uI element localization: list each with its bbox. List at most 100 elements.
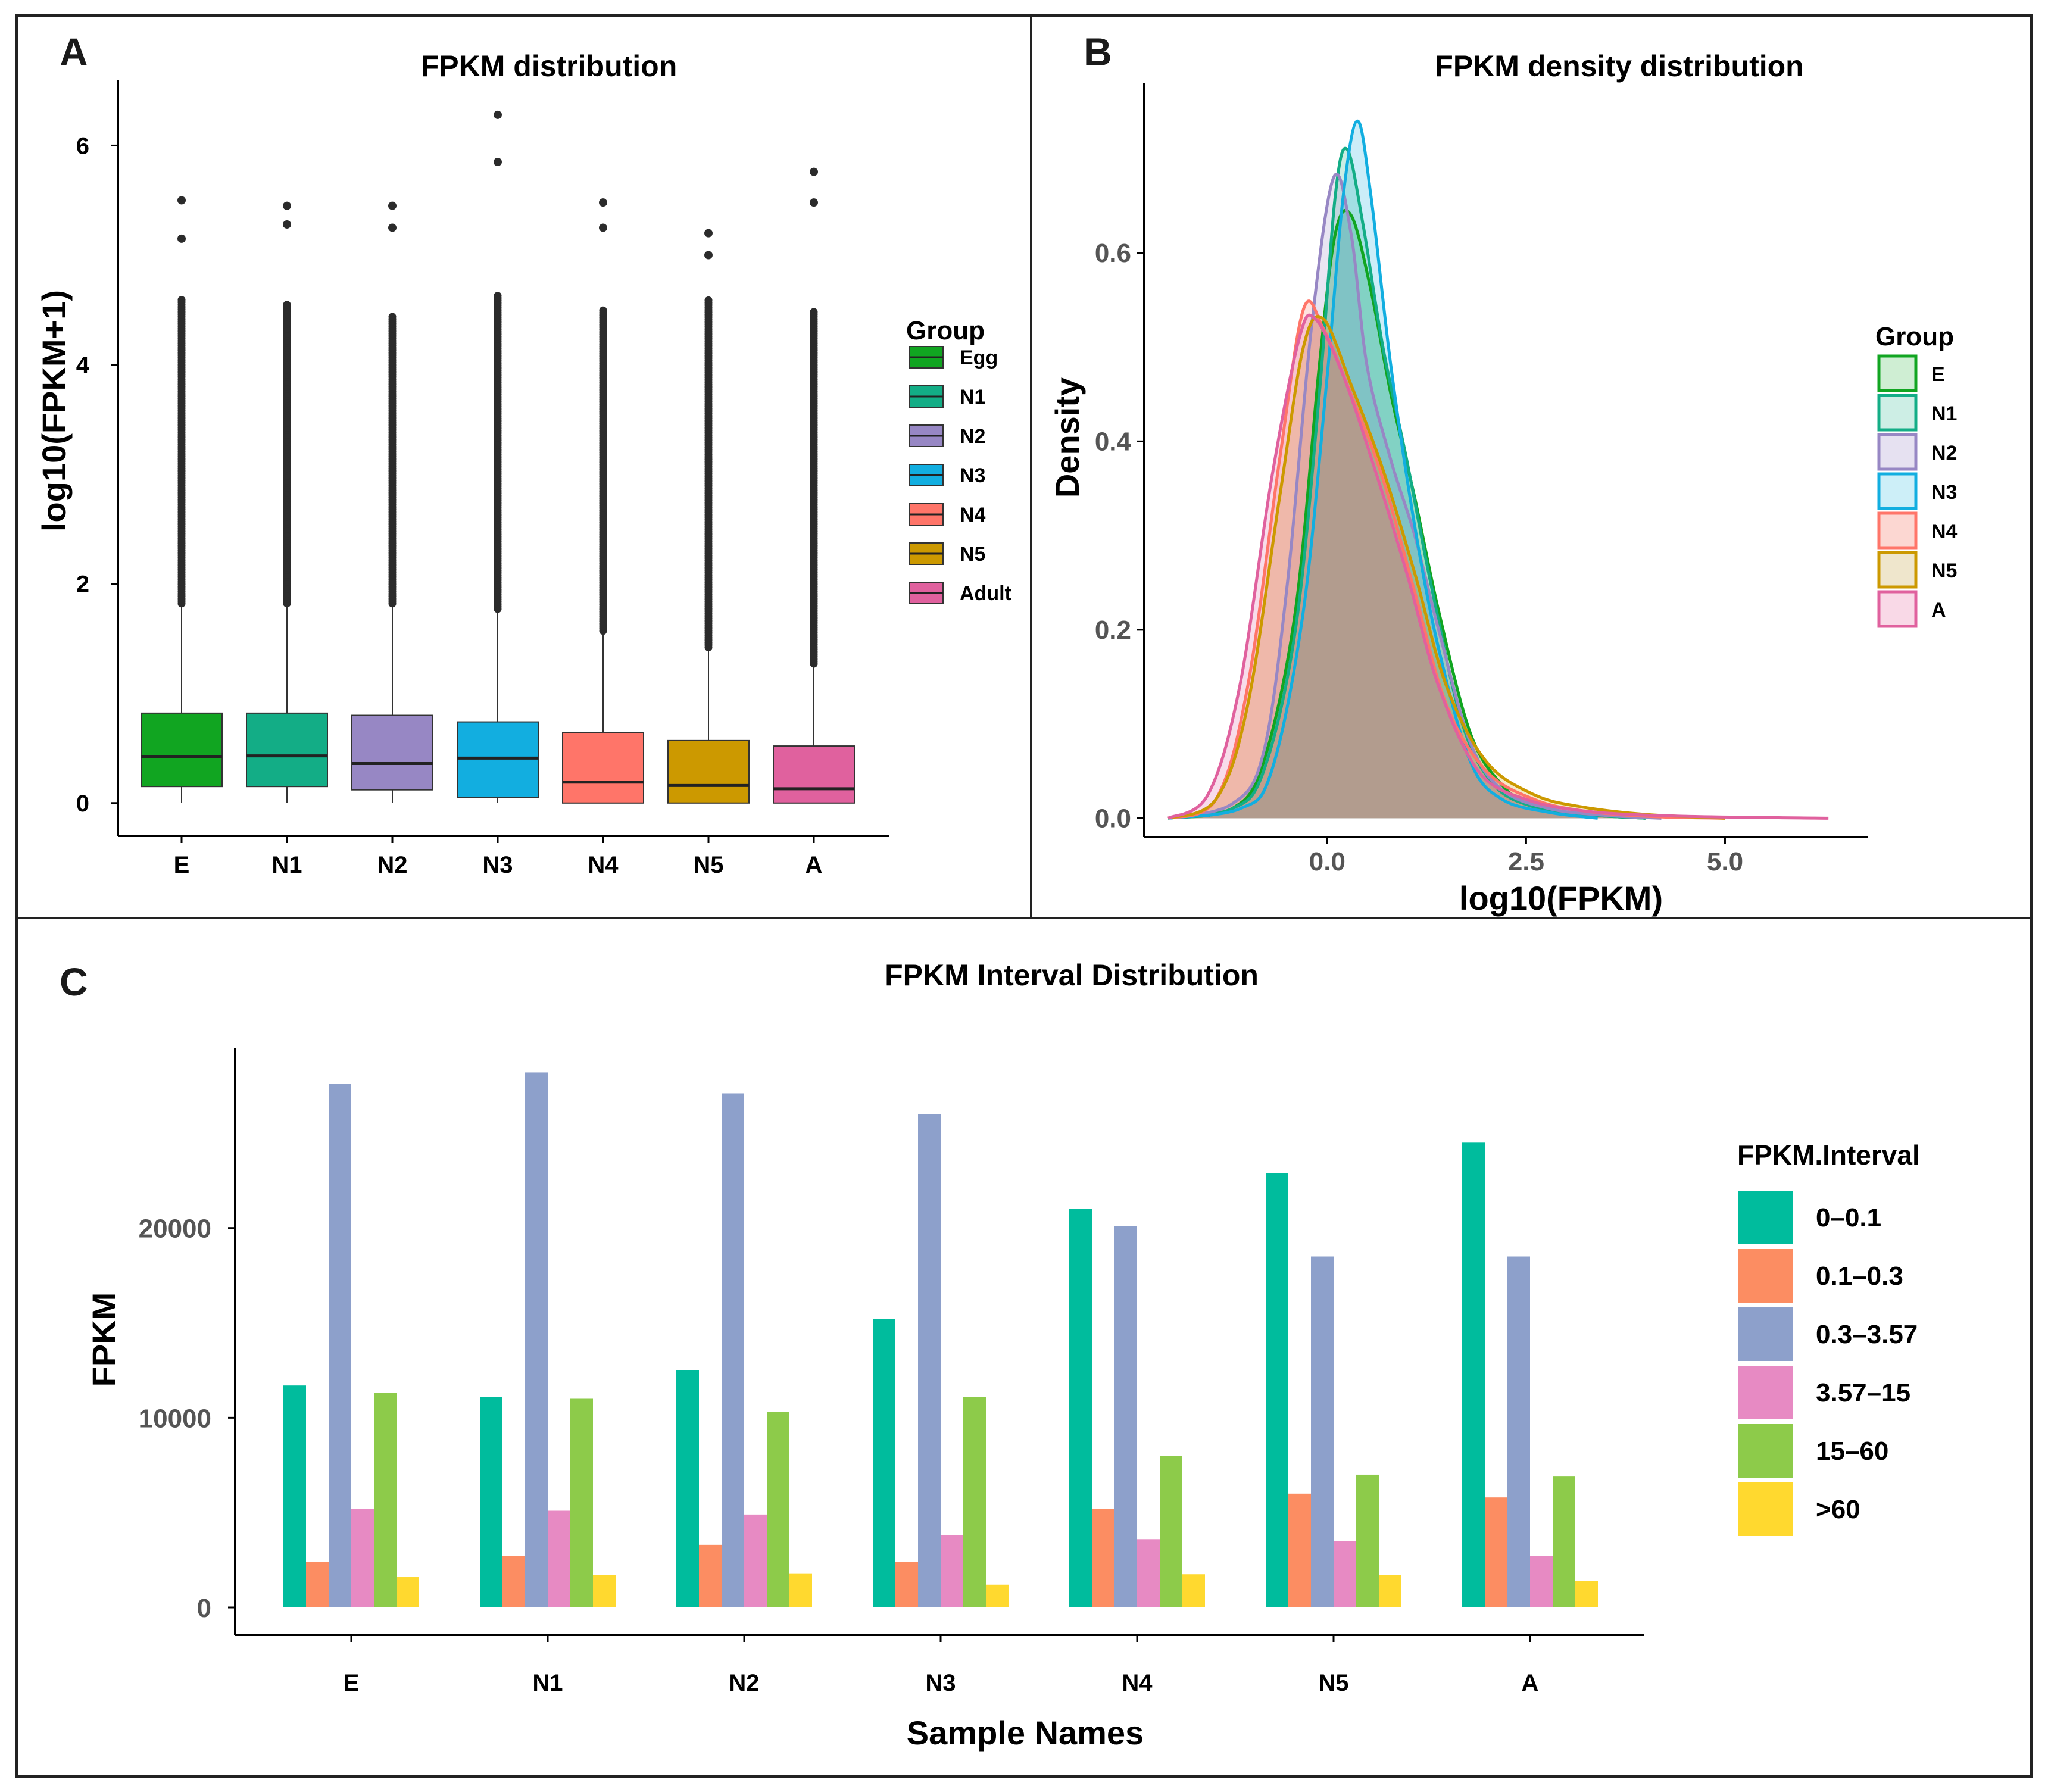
panel-a-outlier-point [494, 110, 502, 119]
panel-a-legend-label: Adult [960, 582, 1011, 605]
panel-c-bar [548, 1510, 570, 1607]
panel-a-box [457, 721, 539, 798]
panel-c-legend-label: >60 [1816, 1495, 1860, 1524]
panel-c-legend-title: FPKM.Interval [1737, 1139, 1920, 1170]
panel-a-y-tick-label: 4 [76, 352, 90, 379]
panel-c-bar-chart: FPKM Interval Distribution FPKM Sample N… [85, 959, 1920, 1752]
panel-c-frame [15, 917, 2033, 1778]
panel-a-x-tick-label: E [174, 852, 190, 878]
panel-c-legend-label: 15–60 [1816, 1437, 1888, 1466]
panel-a-box [141, 712, 223, 788]
panel-b-legend-title: Group [1875, 322, 1954, 351]
panel-c-y-tick-label: 10000 [139, 1404, 211, 1433]
panel-c-bar [1114, 1226, 1137, 1607]
panel-b-legend-key [1877, 394, 1918, 432]
panel-b-legend-key [1877, 354, 1918, 392]
panel-c-x-tick-label: E [344, 1670, 360, 1696]
panel-b-legend-label: N2 [1931, 442, 1957, 464]
panel-c-bar [1485, 1497, 1507, 1607]
panel-c-bar [963, 1397, 986, 1607]
panel-c-y-ticks: 0 10000 20000 [139, 1215, 235, 1623]
panel-a-legend-title: Group [906, 316, 985, 345]
panel-a-outlier-point [599, 223, 607, 232]
panel-a-outliers [388, 201, 397, 608]
panel-a-y-axis-title: log10(FPKM+1) [35, 290, 73, 532]
panel-a-x-tick-label: N3 [482, 852, 513, 878]
panel-c-bar [1092, 1509, 1114, 1607]
panel-a-outlier-point [599, 306, 607, 314]
panel-c-bar [1182, 1574, 1205, 1607]
panel-b-legend-label: N4 [1931, 520, 1958, 543]
panel-c-bar [593, 1575, 616, 1607]
panel-c-bar [699, 1544, 722, 1607]
panel-c-bar [918, 1114, 941, 1607]
panel-c-legend-key [1738, 1249, 1793, 1303]
panel-c-x-tick-label: A [1522, 1670, 1539, 1696]
panel-b-x-ticks: 0.0 2.5 5.0 [1309, 837, 1743, 876]
panel-b-legend-key [1877, 551, 1918, 589]
panel-c-legend-key [1738, 1424, 1793, 1478]
panel-c-x-tick-label: N4 [1122, 1670, 1153, 1696]
panel-c-bars [283, 1072, 1598, 1607]
panel-c-legend-label: 0.3–3.57 [1816, 1320, 1918, 1349]
panel-b-legend-key [1877, 511, 1918, 550]
panel-c-x-axis-title: Sample Names [907, 1714, 1144, 1752]
panel-a-outliers [599, 198, 607, 635]
panel-b-y-axis-title: Density [1048, 377, 1086, 498]
panel-b-density-area [1168, 316, 1725, 819]
panel-a-x-tick-label: N4 [588, 852, 619, 878]
panel-a-legend-label: N1 [960, 386, 985, 408]
panel-c-x-tick-label: N5 [1318, 1670, 1348, 1696]
panel-a-outliers [810, 167, 818, 668]
panel-c-bar [789, 1573, 812, 1607]
panel-a-outlier-point [494, 292, 502, 300]
panel-a-y-tick-label: 2 [76, 572, 89, 598]
panel-a-legend: Egg N1 N2 N3 N4 N5 Adult [909, 346, 1011, 605]
panel-c-bar [397, 1577, 419, 1607]
panel-a-x-tick-label: N1 [271, 852, 302, 878]
panel-a-outlier-point [283, 201, 291, 210]
panel-c-bar [986, 1584, 1009, 1607]
panel-a-box [562, 732, 644, 804]
panel-c-bar [895, 1562, 918, 1607]
panel-c-bar [1137, 1539, 1160, 1607]
panel-b-legend-key [1877, 590, 1918, 628]
panel-c-bar [1069, 1209, 1092, 1607]
panel-a-outlier-point [599, 198, 607, 207]
panel-a-outlier-point [704, 296, 713, 304]
panel-letter-a: A [60, 30, 88, 74]
panel-a-outlier-point [283, 220, 291, 229]
panel-b-x-tick-label: 5.0 [1707, 847, 1743, 876]
panel-c-bar [351, 1509, 374, 1607]
panel-a-x-ticks: E N1 N2 N3 N4 N5 A [174, 836, 822, 878]
panel-b-y-tick-label: 0.6 [1095, 239, 1131, 268]
panel-c-bar [722, 1093, 744, 1607]
panel-c-bar [1160, 1456, 1182, 1607]
panel-a-outlier-point [177, 296, 186, 304]
panel-c-x-ticks: E N1 N2 N3 N4 N5 A [344, 1635, 1539, 1696]
panel-a-boxes [141, 110, 855, 804]
panel-a-outlier-point [388, 201, 397, 210]
panel-a-box [351, 714, 433, 791]
panel-a-box [667, 739, 750, 804]
panel-a-boxplot: FPKM distribution log10(FPKM+1) 0 2 4 6 E N1… [35, 49, 1011, 878]
panel-c-bar [306, 1562, 329, 1607]
panel-b-y-ticks: 0.0 0.2 0.4 0.6 [1095, 239, 1144, 833]
panel-a-x-tick-label: N2 [377, 852, 407, 878]
panel-a-legend-label: N3 [960, 464, 985, 487]
panel-a-title: FPKM distribution [421, 49, 678, 83]
panel-c-bar [374, 1393, 397, 1607]
panel-a-y-tick-label: 6 [76, 133, 89, 159]
panel-c-legend-key [1738, 1191, 1793, 1244]
panel-c-bar [329, 1084, 351, 1607]
panel-c-bar [1356, 1474, 1379, 1607]
panel-b-y-tick-label: 0.4 [1095, 427, 1132, 456]
panel-b-density-line [1167, 313, 1829, 820]
panel-a-outlier-point [810, 308, 818, 316]
panel-b-legend-label: A [1931, 599, 1946, 622]
panel-a-box [246, 712, 328, 788]
panel-b-density: FPKM density distribution Density log10(… [1048, 49, 1958, 917]
panel-c-x-tick-label: N2 [729, 1670, 759, 1696]
panel-c-bar [1553, 1476, 1575, 1607]
